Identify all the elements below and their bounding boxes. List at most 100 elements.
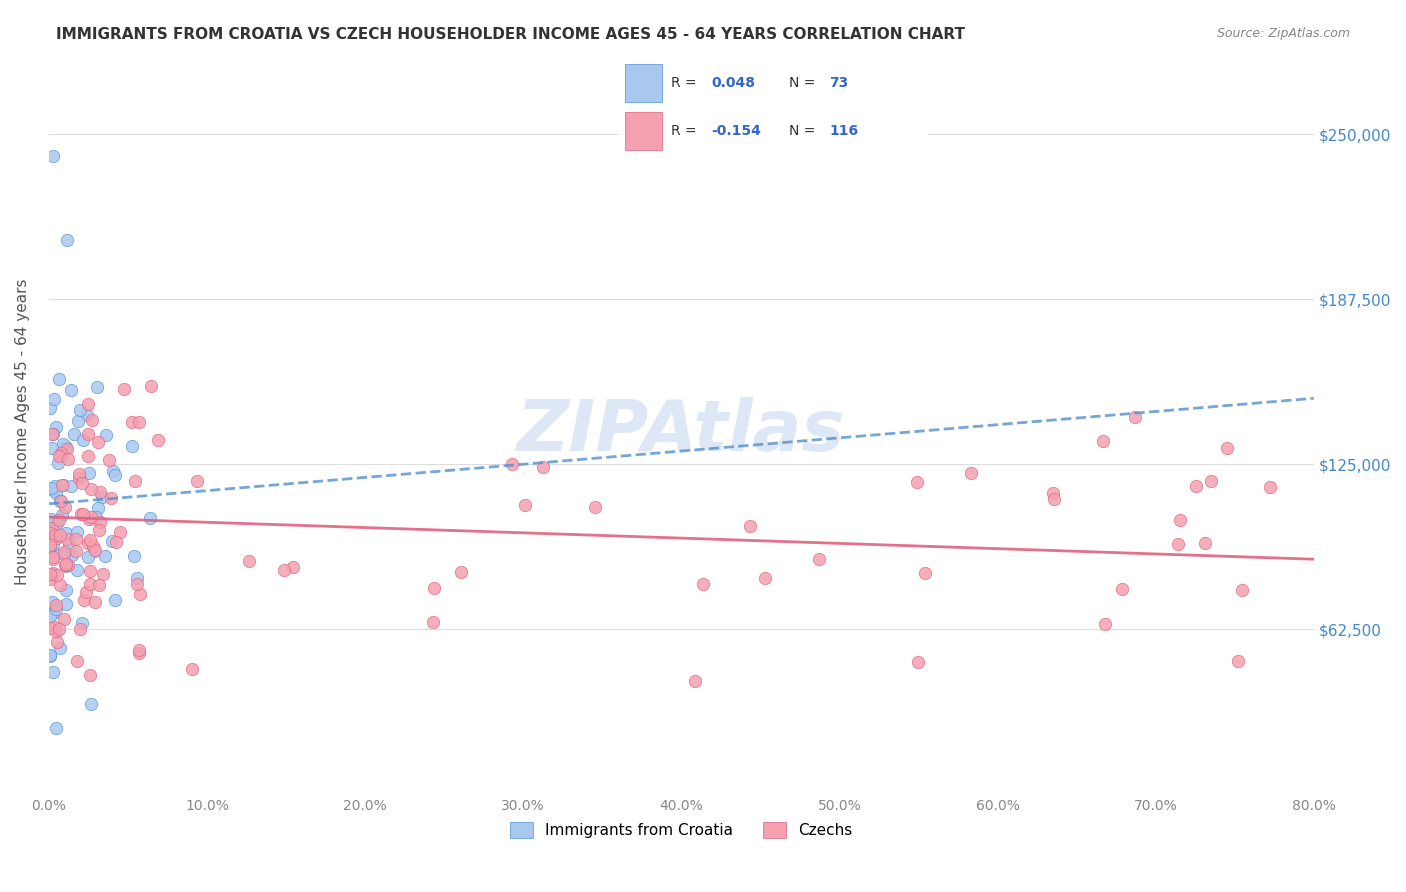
- Immigrants from Croatia: [45, 486, 67, 500]
- Text: Source: ZipAtlas.com: Source: ZipAtlas.com: [1216, 27, 1350, 40]
- Czechs: [48, 513, 70, 527]
- Text: -0.154: -0.154: [711, 124, 761, 137]
- Czechs: [41, 566, 63, 580]
- Czechs: [56, 533, 79, 547]
- Czechs: [53, 500, 76, 515]
- Czechs: [79, 577, 101, 591]
- Czechs: [45, 624, 67, 638]
- Immigrants from Croatia: [39, 533, 62, 548]
- Czechs: [1199, 474, 1222, 488]
- Czechs: [1194, 535, 1216, 549]
- Czechs: [79, 533, 101, 547]
- Czechs: [42, 552, 65, 566]
- Immigrants from Croatia: [121, 439, 143, 453]
- Czechs: [58, 451, 80, 466]
- Czechs: [87, 434, 110, 449]
- Czechs: [121, 415, 143, 429]
- Czechs: [683, 674, 706, 689]
- Czechs: [100, 491, 122, 505]
- Immigrants from Croatia: [55, 526, 77, 541]
- Immigrants from Croatia: [60, 548, 83, 562]
- Czechs: [79, 668, 101, 682]
- Czechs: [1092, 434, 1115, 448]
- Czechs: [501, 457, 523, 471]
- Czechs: [914, 566, 936, 580]
- Czechs: [80, 413, 103, 427]
- Czechs: [692, 577, 714, 591]
- Czechs: [1123, 410, 1146, 425]
- Czechs: [450, 566, 472, 580]
- Czechs: [48, 449, 70, 463]
- Immigrants from Croatia: [44, 479, 66, 493]
- Immigrants from Croatia: [49, 640, 72, 655]
- Immigrants from Croatia: [45, 721, 67, 735]
- Text: R =: R =: [671, 124, 702, 137]
- Immigrants from Croatia: [39, 649, 62, 664]
- Czechs: [45, 531, 67, 545]
- Immigrants from Croatia: [41, 567, 63, 582]
- Immigrants from Croatia: [45, 601, 67, 615]
- Czechs: [67, 467, 90, 482]
- Czechs: [1185, 478, 1208, 492]
- Immigrants from Croatia: [66, 563, 89, 577]
- Czechs: [53, 545, 76, 559]
- Czechs: [39, 567, 62, 582]
- Immigrants from Croatia: [45, 420, 67, 434]
- Czechs: [41, 521, 63, 535]
- Czechs: [89, 523, 111, 537]
- Immigrants from Croatia: [91, 490, 114, 504]
- Czechs: [79, 511, 101, 525]
- Czechs: [1111, 582, 1133, 597]
- Czechs: [89, 516, 111, 530]
- Immigrants from Croatia: [104, 593, 127, 607]
- Text: IMMIGRANTS FROM CROATIA VS CZECH HOUSEHOLDER INCOME AGES 45 - 64 YEARS CORRELATI: IMMIGRANTS FROM CROATIA VS CZECH HOUSEHO…: [56, 27, 966, 42]
- Czechs: [69, 622, 91, 636]
- Czechs: [67, 471, 90, 485]
- Immigrants from Croatia: [101, 464, 124, 478]
- Czechs: [80, 482, 103, 496]
- Immigrants from Croatia: [104, 468, 127, 483]
- Czechs: [238, 554, 260, 568]
- Czechs: [41, 549, 63, 564]
- Immigrants from Croatia: [80, 697, 103, 711]
- Immigrants from Croatia: [44, 547, 66, 561]
- Text: R =: R =: [671, 77, 702, 90]
- Czechs: [1167, 537, 1189, 551]
- Czechs: [49, 493, 72, 508]
- Immigrants from Croatia: [42, 148, 65, 162]
- Immigrants from Croatia: [51, 508, 73, 523]
- Czechs: [77, 536, 100, 550]
- Immigrants from Croatia: [139, 510, 162, 524]
- Czechs: [87, 578, 110, 592]
- Immigrants from Croatia: [46, 516, 69, 530]
- Czechs: [423, 581, 446, 595]
- Czechs: [1168, 512, 1191, 526]
- Czechs: [56, 442, 79, 456]
- Text: 116: 116: [830, 124, 858, 137]
- Immigrants from Croatia: [39, 609, 62, 624]
- Immigrants from Croatia: [87, 500, 110, 515]
- Immigrants from Croatia: [55, 582, 77, 597]
- Czechs: [65, 532, 87, 546]
- Czechs: [80, 509, 103, 524]
- Czechs: [129, 587, 152, 601]
- Czechs: [515, 498, 537, 512]
- Immigrants from Croatia: [41, 442, 63, 456]
- Czechs: [1094, 616, 1116, 631]
- Immigrants from Croatia: [39, 481, 62, 495]
- Immigrants from Croatia: [41, 529, 63, 543]
- Czechs: [1258, 480, 1281, 494]
- Czechs: [84, 543, 107, 558]
- Czechs: [1043, 492, 1066, 507]
- Immigrants from Croatia: [51, 448, 73, 462]
- Text: 0.048: 0.048: [711, 77, 755, 90]
- Immigrants from Croatia: [124, 549, 146, 563]
- Czechs: [55, 558, 77, 572]
- Czechs: [41, 427, 63, 442]
- Czechs: [146, 434, 169, 448]
- Immigrants from Croatia: [39, 401, 62, 415]
- Czechs: [1042, 485, 1064, 500]
- Czechs: [45, 635, 67, 649]
- Czechs: [112, 382, 135, 396]
- Immigrants from Croatia: [60, 478, 83, 492]
